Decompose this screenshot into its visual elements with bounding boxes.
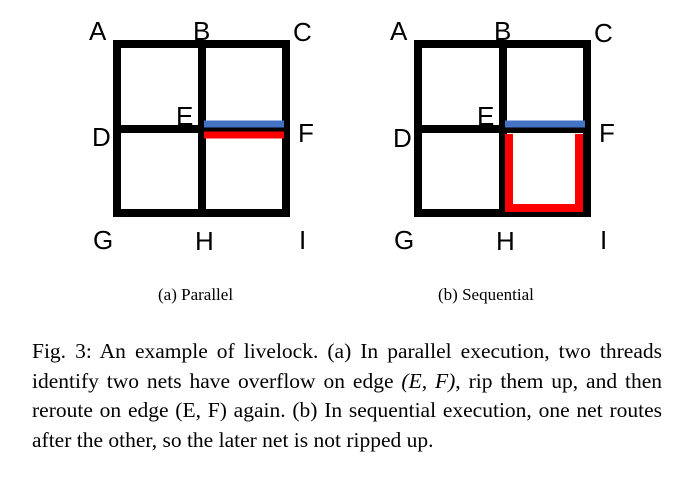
caption-tail: , rip them up, and then reroute on edge … — [32, 368, 662, 452]
node-label-i: I — [299, 225, 306, 255]
node-label-c: C — [293, 17, 312, 47]
panel-sequential: A B C D E F G H I (b) Sequential — [390, 16, 615, 304]
node-label-i: I — [600, 225, 607, 255]
node-label-a: A — [390, 16, 408, 46]
subcaption-parallel: (a) Parallel — [158, 285, 233, 304]
net2-route-detour-b — [505, 134, 583, 212]
node-label-b: B — [494, 16, 511, 46]
node-label-e: E — [477, 101, 494, 131]
caption-lead: Fig. 3: An example of livelock. (a) In p… — [32, 339, 662, 393]
caption-math: (E, F) — [401, 368, 456, 393]
node-label-d: D — [92, 122, 111, 152]
node-label-f: F — [298, 118, 314, 148]
node-label-g: G — [394, 225, 414, 255]
node-label-a: A — [89, 16, 107, 46]
node-label-c: C — [594, 18, 613, 48]
figure-caption: Fig. 3: An example of livelock. (a) In p… — [32, 337, 662, 455]
node-label-b: B — [193, 16, 210, 46]
node-label-d: D — [393, 123, 412, 153]
panel-parallel: A B C D E F G H I (a) Parallel — [89, 16, 314, 304]
node-label-f: F — [599, 118, 615, 148]
node-label-e: E — [176, 101, 193, 131]
node-label-h: H — [195, 226, 214, 256]
node-label-h: H — [496, 226, 515, 256]
node-label-g: G — [93, 225, 113, 255]
subcaption-sequential: (b) Sequential — [438, 285, 534, 304]
